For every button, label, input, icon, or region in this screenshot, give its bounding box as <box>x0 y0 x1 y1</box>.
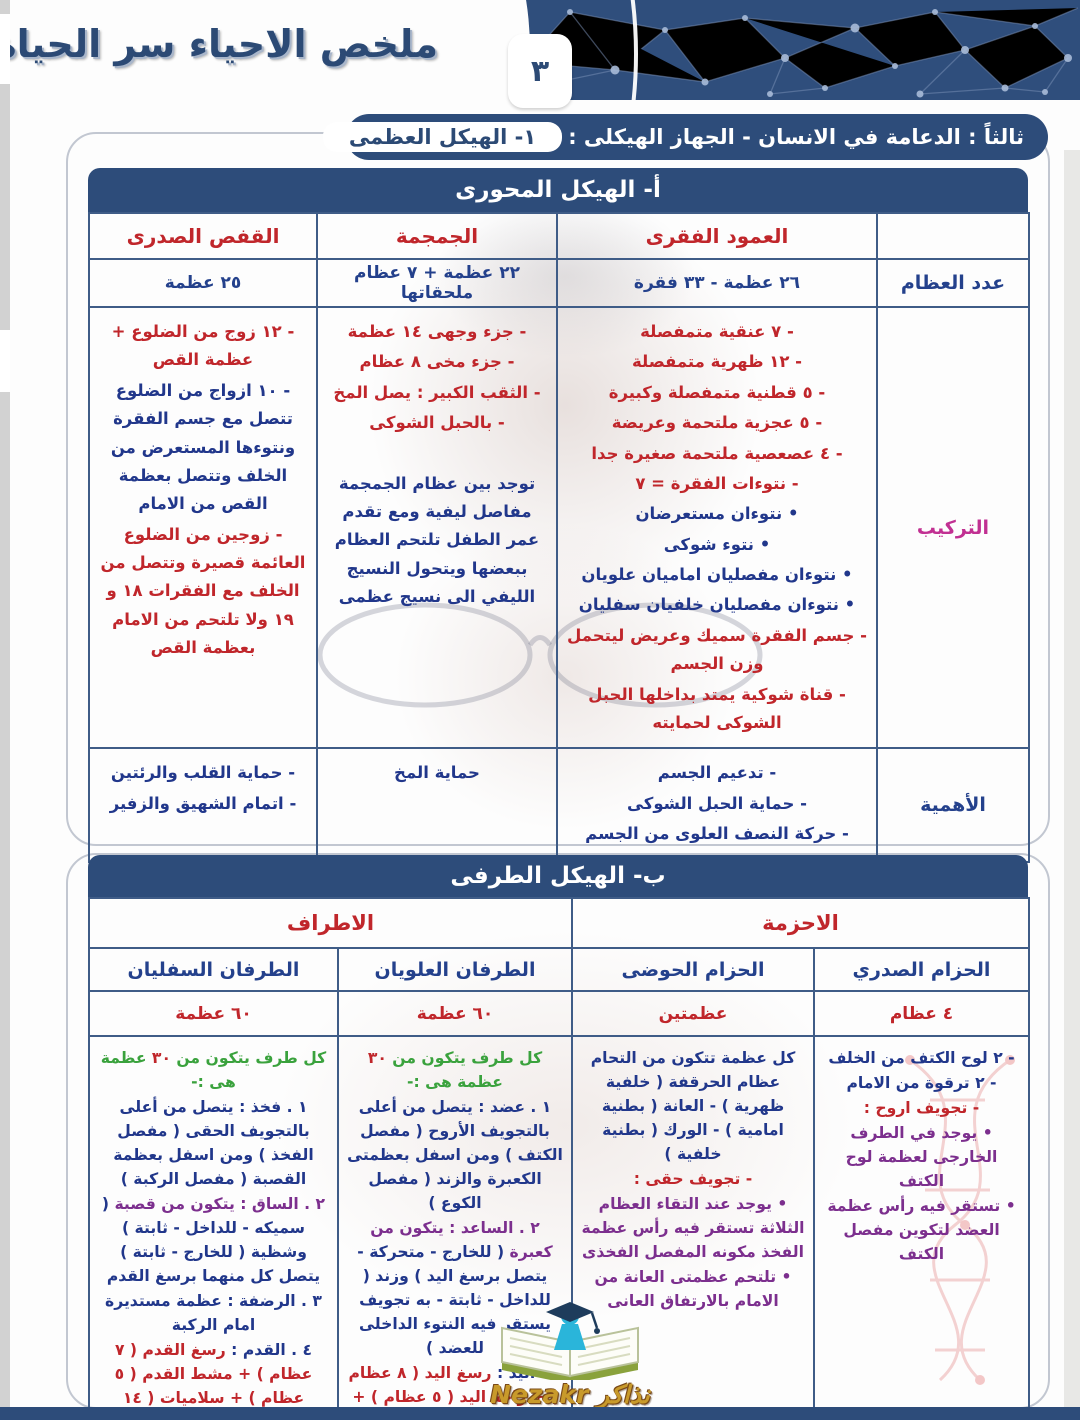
list-item: • تلتحم عظمتى العانة من الامام بالارتفاق… <box>594 1268 792 1310</box>
col-pectoral-girdle: الحزام الصدري <box>813 947 1030 992</box>
group-girdles: الاحزمة <box>571 897 1030 949</box>
list-item: • يوجد في الطرف الخارجى لعظمة لوح الكتف <box>845 1124 998 1190</box>
col-skull: الجمجمة <box>316 212 558 260</box>
pelvic-bone-count: عظمتين <box>571 990 815 1037</box>
list-item: - نتوءات الفقرة = ٧ <box>635 473 799 493</box>
list-item: توجد بين عظام الجمجمة مفاصل ليفية ومع تق… <box>334 473 540 607</box>
list-item: ١ . عضد : يتصل من أعلى بالتجويف الأروح (… <box>347 1098 563 1212</box>
col-upper-limbs: الطرفان العلويان <box>337 947 573 992</box>
list-item: كل طرف يتكون من ٣٠ عظمة هى :- <box>367 1049 543 1091</box>
banner-circle-decoration <box>0 0 530 100</box>
list-item: ١ . فخذ : يتصل من أعلى بالتجويف الحقى ( … <box>113 1098 314 1188</box>
list-item: - الثقب الكبير : يصل المخ <box>333 382 541 402</box>
rowhead-bone-count: عدد العظام <box>876 258 1030 308</box>
upper-limbs-bone-count: ٦٠ عظمة <box>337 990 573 1037</box>
group-limbs: الاطراف <box>88 897 573 949</box>
list-item: ٢ . الساعد : يتكون من كعبرة ( للخارج - م… <box>357 1219 553 1357</box>
list-item: - قناة شوكية يمتد بداخلها الحبل الشوكى ل… <box>588 684 846 732</box>
page-edge-notch <box>0 330 10 392</box>
skull-structure-cell: - جزء وجهى ١٤ عظمة - جزء مخى ٨ عظام - الثق… <box>316 305 558 750</box>
list-item: - بالحبل الشوكى <box>369 413 505 433</box>
list-item: - ١٢ زوج من الضلوع + عظمة القص <box>111 322 295 370</box>
list-item: • نتوءان مستعرضان <box>635 504 799 524</box>
page-edge-notch <box>0 14 10 84</box>
rowhead-structure: التركيب <box>876 305 1030 750</box>
ribcage-importance-cell: - حماية القلب والرئتين - اتمام الشهيق وال… <box>88 747 318 864</box>
list-item: • نتوء شوكى <box>663 534 771 554</box>
ribcage-structure-cell: - ١٢ زوج من الضلوع + عظمة القص - ١٠ ازواج… <box>88 305 318 750</box>
axial-table-title: أ- الهيكل المحورى <box>88 168 1028 212</box>
list-item: - تجويف اروح : <box>863 1099 980 1117</box>
col-vertebral-column: العمود الفقرى <box>556 212 878 260</box>
banner-arc-decoration <box>0 0 638 100</box>
list-item: - ١٢ ظهرية متمفصلة <box>631 352 803 372</box>
corner-cell <box>876 212 1030 260</box>
page-edge-right <box>1064 150 1080 1420</box>
rowhead-importance: الأهمية <box>876 747 1030 864</box>
list-item: ٣ . الرضفة : عظمة مستديرة امام الركبة <box>105 1292 322 1334</box>
skull-bone-count: ٢٢ عظمة + ٧ عظام ملحقاتها <box>316 258 558 308</box>
list-item: - ٧ عنقية متمفصلة <box>640 322 794 341</box>
lower-limbs-cell: كل طرف يتكون من ٣٠ عظمة هى :- ١ . فخذ : ي… <box>88 1035 339 1420</box>
list-item: حماية المخ <box>394 763 480 783</box>
list-item: - جزء وجهى ١٤ عظمة <box>347 322 527 341</box>
list-item: ٤ . القدم : رسغ القدم ( ٧ عظام ) + مشط ا… <box>114 1341 313 1420</box>
upper-limbs-cell: كل طرف يتكون من ٣٠ عظمة هى :- ١ . عضد : ي… <box>337 1035 573 1420</box>
list-item: • نتوءان مفصليان خلفيان سفليان <box>578 595 856 615</box>
lower-limbs-bone-count: ٦٠ عظمة <box>88 990 339 1037</box>
list-item: كل طرف يتكون من ٣٠ عظمة هى :- <box>100 1049 327 1091</box>
page-number-badge: ٣ <box>508 34 572 108</box>
list-item: - حركة النصف العلوى من الجسم <box>585 824 849 843</box>
list-item: • نتوءان مفصليان اماميان علويان <box>581 565 853 584</box>
col-rib-cage: القفص الصدرى <box>88 212 318 260</box>
pelvic-girdle-cell: كل عظمة تتكون من التحام عظام الحرقفة ( خ… <box>571 1035 815 1420</box>
list-item: - زوجين من الضلوع العائمة قصيرة وتتصل من… <box>100 524 306 658</box>
list-item: - تدعيم الجسم <box>657 763 777 783</box>
section-badge: ١- الهيكل العظمى <box>322 122 563 152</box>
list-item: • يوجد عند التقاء العظام الثلاثة تستقر ف… <box>581 1195 805 1261</box>
appendicular-skeleton-table: الاحزمة الاطراف الحزام الصدري الحزام الح… <box>88 897 1030 1420</box>
pectoral-girdle-cell: - ٢ لوح الكتف من الخلف - ٢ ترقوة من الاما… <box>813 1035 1030 1420</box>
list-item: - اتمام الشهيق والزفير <box>109 793 297 813</box>
list-item: - ٥ قطنية متمفصلة وكبيرة <box>608 382 826 402</box>
list-item: - ٤ عصعصية ملتحمة صغيرة جدا <box>591 443 843 463</box>
footer-bar <box>0 1407 1080 1420</box>
book-title: ملخص الاحياء سر الحياة <box>0 22 439 66</box>
list-item: - ٢ ترقوة من الامام <box>846 1074 997 1092</box>
appendicular-table-title: ب- الهيكل الطرفى <box>88 855 1028 897</box>
list-item: ٢ . الساق : يتكون من قصبة ( سميكه - للدا… <box>101 1195 326 1285</box>
list-item: • تستقر فيه رأس عظمة العضد لتكوين مفصل ا… <box>827 1197 1016 1263</box>
list-item: - حماية الحبل الشوكى <box>627 793 807 813</box>
list-item: - جزء مخى ٨ عظام <box>359 352 515 372</box>
vertebral-bone-count: ٢٦ عظمة - ٣٣ فقرة <box>556 258 878 308</box>
section-title-bar: ثالثاً : الدعامة في الانسان - الجهاز اله… <box>322 114 1048 160</box>
list-item: - ١٠ ازواج من الضلوع تتصل مع جسم الفقرة … <box>110 380 296 514</box>
pectoral-bone-count: ٤ عظام <box>813 990 1030 1037</box>
axial-skeleton-table: العمود الفقرى الجمجمة القفص الصدرى عدد ا… <box>88 212 1030 864</box>
col-lower-limbs: الطرفان السفليان <box>88 947 339 992</box>
publisher-logo: نذاكر Nezakr <box>450 1298 690 1410</box>
col-pelvic-girdle: الحزام الحوضى <box>571 947 815 992</box>
vertebral-importance-cell: - تدعيم الجسم - حماية الحبل الشوكى - حركة … <box>556 747 878 864</box>
list-item: - جسم الفقرة سميك وعريض ليتحمل وزن الجسم <box>566 625 868 674</box>
logo-book-icon <box>501 1302 639 1384</box>
logo-text: نذاكر Nezakr <box>490 1380 650 1409</box>
list-item: - ٢ لوح الكتف من الخلف <box>828 1049 1015 1067</box>
list-item: - تجويف حقى : <box>633 1170 753 1188</box>
list-item: - حماية القلب والرئتين <box>110 763 296 783</box>
section-title: ثالثاً : الدعامة في الانسان - الجهاز اله… <box>568 125 1024 149</box>
ribcage-bone-count: ٢٥ عظمة <box>88 258 318 308</box>
page-edge-left <box>0 0 10 1420</box>
list-item: - ٥ عجزية ملتحمة وعريضة <box>611 413 823 433</box>
skull-importance-cell: حماية المخ <box>316 747 558 864</box>
vertebral-structure-cell: - ٧ عنقية متمفصلة - ١٢ ظهرية متمفصلة - ٥ ق… <box>556 305 878 750</box>
list-item: كل عظمة تتكون من التحام عظام الحرقفة ( خ… <box>590 1049 796 1163</box>
